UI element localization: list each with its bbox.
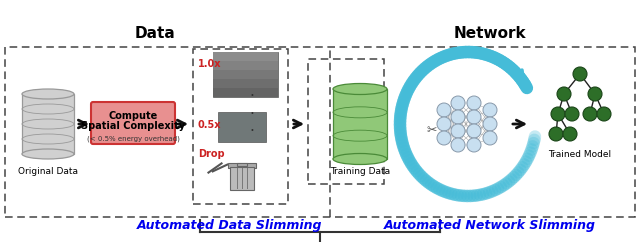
Text: (< 0.5% energy overhead): (< 0.5% energy overhead) [86,136,179,142]
Circle shape [573,67,587,81]
Circle shape [467,96,481,110]
Circle shape [563,127,577,141]
FancyBboxPatch shape [213,52,278,61]
Bar [228,163,256,168]
Bar [230,167,254,190]
Text: Data: Data [134,27,175,41]
Circle shape [451,138,465,152]
Text: 1.0x: 1.0x [198,59,221,69]
Text: Drop: Drop [198,149,225,159]
Circle shape [467,110,481,124]
Circle shape [467,124,481,138]
Text: Automated Data Slimming: Automated Data Slimming [137,219,323,233]
Circle shape [549,127,563,141]
Ellipse shape [333,153,387,165]
Text: Network: Network [454,27,526,41]
Circle shape [483,131,497,145]
Text: Automated Network Slimming: Automated Network Slimming [384,219,596,233]
FancyBboxPatch shape [213,61,278,70]
Text: ✂: ✂ [427,123,437,136]
Text: ·
·
·: · · · [250,89,255,139]
Circle shape [565,107,579,121]
Text: Trained Model: Trained Model [548,150,612,159]
Circle shape [451,124,465,138]
Circle shape [583,107,597,121]
FancyBboxPatch shape [218,112,266,142]
Circle shape [597,107,611,121]
FancyBboxPatch shape [91,102,175,144]
Text: Compute: Compute [108,111,157,121]
Text: Original Data: Original Data [18,167,78,176]
Circle shape [437,131,451,145]
Text: Training Data: Training Data [330,167,390,176]
Circle shape [483,103,497,117]
Text: 0.5x: 0.5x [198,120,221,130]
Bar [237,163,247,166]
Circle shape [451,110,465,124]
Circle shape [551,107,565,121]
FancyBboxPatch shape [213,52,278,97]
Ellipse shape [333,83,387,94]
Ellipse shape [22,89,74,99]
Text: Spatial Complexity: Spatial Complexity [81,121,185,131]
Circle shape [437,103,451,117]
Polygon shape [333,89,387,159]
FancyBboxPatch shape [213,70,278,79]
Polygon shape [22,94,74,154]
Circle shape [557,87,571,101]
Circle shape [437,117,451,131]
Circle shape [467,138,481,152]
Circle shape [451,96,465,110]
Ellipse shape [22,149,74,159]
Circle shape [588,87,602,101]
FancyBboxPatch shape [213,79,278,88]
FancyBboxPatch shape [213,88,278,97]
Circle shape [483,117,497,131]
